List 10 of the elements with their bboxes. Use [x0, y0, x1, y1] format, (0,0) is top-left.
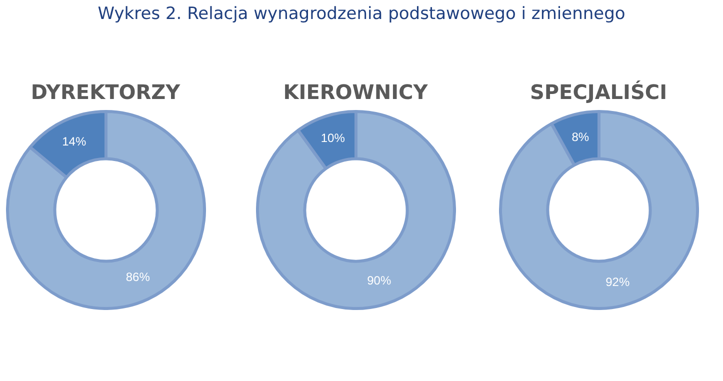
data-label: 92% [605, 274, 630, 289]
text: Wykres 2. Relacja wynagrodzenia podstawowego i zmiennego [96, 4, 626, 24]
chart-title: SPECJALIŚCI [528, 80, 668, 106]
chart-title: KIEROWNICY [282, 80, 429, 106]
chart-title: DYREKTORZY [30, 80, 182, 106]
data-label: 90% [366, 274, 391, 288]
data-label: 86% [125, 270, 150, 284]
data-label: 14% [62, 134, 86, 149]
data-label: 8% [571, 130, 589, 144]
data-label: 10% [320, 131, 345, 146]
